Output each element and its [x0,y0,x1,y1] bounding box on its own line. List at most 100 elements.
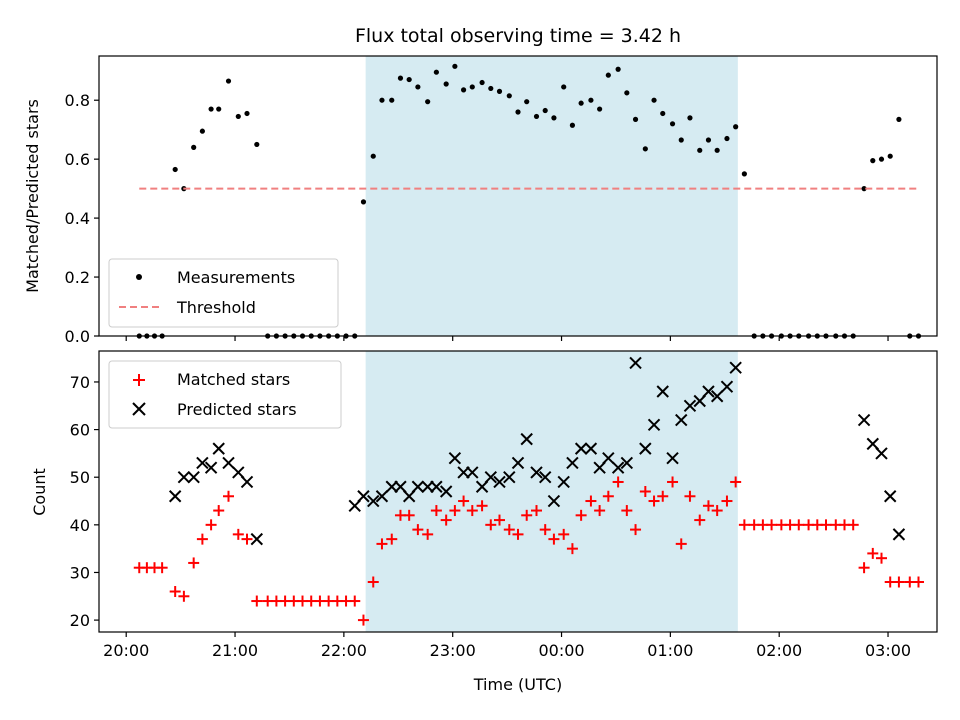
top-y-tick-label: 0.8 [65,91,90,110]
matched-stars-point [694,514,706,526]
predicted-stars-point-b [375,490,389,503]
bottom-x-axis: 20:00 21:00 22:00 23:00 00:00 01:00 02:00 03:00 [103,632,911,660]
predicted-stars-point-b [240,475,254,489]
predicted-stars-point-b [666,451,679,465]
measurements-point [669,121,676,127]
matched-stars-point [602,490,614,502]
legend-predicted-label: Predicted stars [177,400,297,419]
predicted-stars-point [702,385,715,398]
matched-stars-point [594,505,606,517]
legend-measurements-marker [136,274,142,280]
predicted-stars-point-b [232,466,245,479]
matched-stars-point [458,495,470,507]
bottom-y-axis: 20 30 40 50 60 70 [70,373,99,630]
predicted-stars-point [875,447,888,460]
predicted-stars-point [729,361,742,374]
legend-predicted-marker [132,402,146,416]
matched-stars-point [485,519,497,531]
matched-stars-point [639,486,651,497]
predicted-stars-point-b [647,418,661,432]
measurements-point [452,63,458,69]
predicted-stars-point-b [466,466,479,479]
predicted-stars-point-b [530,466,543,479]
predicted-stars-point-b [602,451,615,465]
bottom-legend: Matched stars Predicted stars [108,360,342,429]
matched-stars-point [548,533,560,545]
legend-measurements-label: Measurements [177,268,295,287]
bottom-y-tick-label: 50 [70,468,90,487]
predicted-stars-point-b [177,471,191,484]
bottom-y-tick-label: 40 [70,516,90,535]
predicted-stars-point [710,390,724,403]
predicted-stars-point-b [547,494,561,508]
measurements-point [870,158,876,164]
predicted-stars-point-b [557,475,570,489]
matched-stars-point [412,524,424,536]
measurements-point [479,79,485,86]
measurements-point [642,146,648,152]
bottom-legend-box [108,360,342,429]
top-panel-frame [98,55,938,337]
predicted-stars-point [629,356,642,370]
predicted-stars-point [430,480,443,493]
measurements-point [406,76,412,83]
matched-stars-point [875,552,887,564]
predicted-stars-point-b [629,356,642,370]
top-y-tick-label: 0.6 [65,150,90,169]
measurements-point [389,97,395,103]
chart-title: Flux total observing time = 3.42 h [355,25,681,47]
predicted-stars-point [520,432,533,446]
bottom-y-axis-label: Count [30,468,49,516]
measurements-point [379,97,385,103]
predicted-stars-point-b [250,532,264,546]
measurements-point [551,115,557,121]
matched-stars-point [232,528,244,540]
matched-stars-point [196,533,208,545]
measurements-point [254,141,260,148]
predicted-stars-point [530,466,543,479]
predicted-stars-point [647,418,661,432]
measurements-point [235,113,241,120]
predicted-stars-point-b [493,475,506,489]
matched-stars-point [466,505,478,517]
top-legend-box [108,258,339,328]
top-legend: Measurements Threshold [108,258,339,328]
measurements-point [578,100,584,106]
predicted-stars-point-b [620,456,634,470]
measurements-point [515,109,521,115]
predicted-stars-point-b [204,461,218,474]
measurements-point [896,116,902,122]
matched-stars-point [357,614,369,626]
x-tick-label-02-00: 02:00 [756,641,802,660]
measurements-point [370,153,376,159]
top-y-tick-label: 0.2 [65,268,90,287]
x-tick-label-20-00: 20:00 [103,641,149,660]
matched-stars-point [675,538,687,550]
predicted-stars-point [411,480,425,493]
predicted-stars-point-b [857,413,871,427]
predicted-stars-point [547,494,561,508]
measurements-point [360,199,367,205]
matched-stars-point [241,533,253,545]
matched-stars-point [893,576,905,588]
matched-stars-point [521,509,533,521]
measurements-point [542,107,548,114]
legend-matched-marker [133,374,145,386]
predicted-stars-point [566,456,579,470]
matched-stars-point [721,495,733,507]
predicted-stars-point-b [196,456,209,470]
bottom-y-tick-label: 20 [70,611,90,630]
predicted-stars-point [204,461,218,474]
matched-stars-point [403,509,415,521]
top-span-rect [365,56,738,336]
matched-stars-point [169,586,181,598]
measurements-point [660,110,666,117]
measurements-point [469,84,475,90]
measurements-point [724,135,730,142]
measurements-point [561,84,567,90]
bottom-y-tick-label: 70 [70,373,90,392]
predicted-stars-point [493,475,506,489]
matched-stars-point [612,476,624,488]
predicted-stars-point-b [394,480,407,493]
predicted-stars-point-b [520,432,533,446]
